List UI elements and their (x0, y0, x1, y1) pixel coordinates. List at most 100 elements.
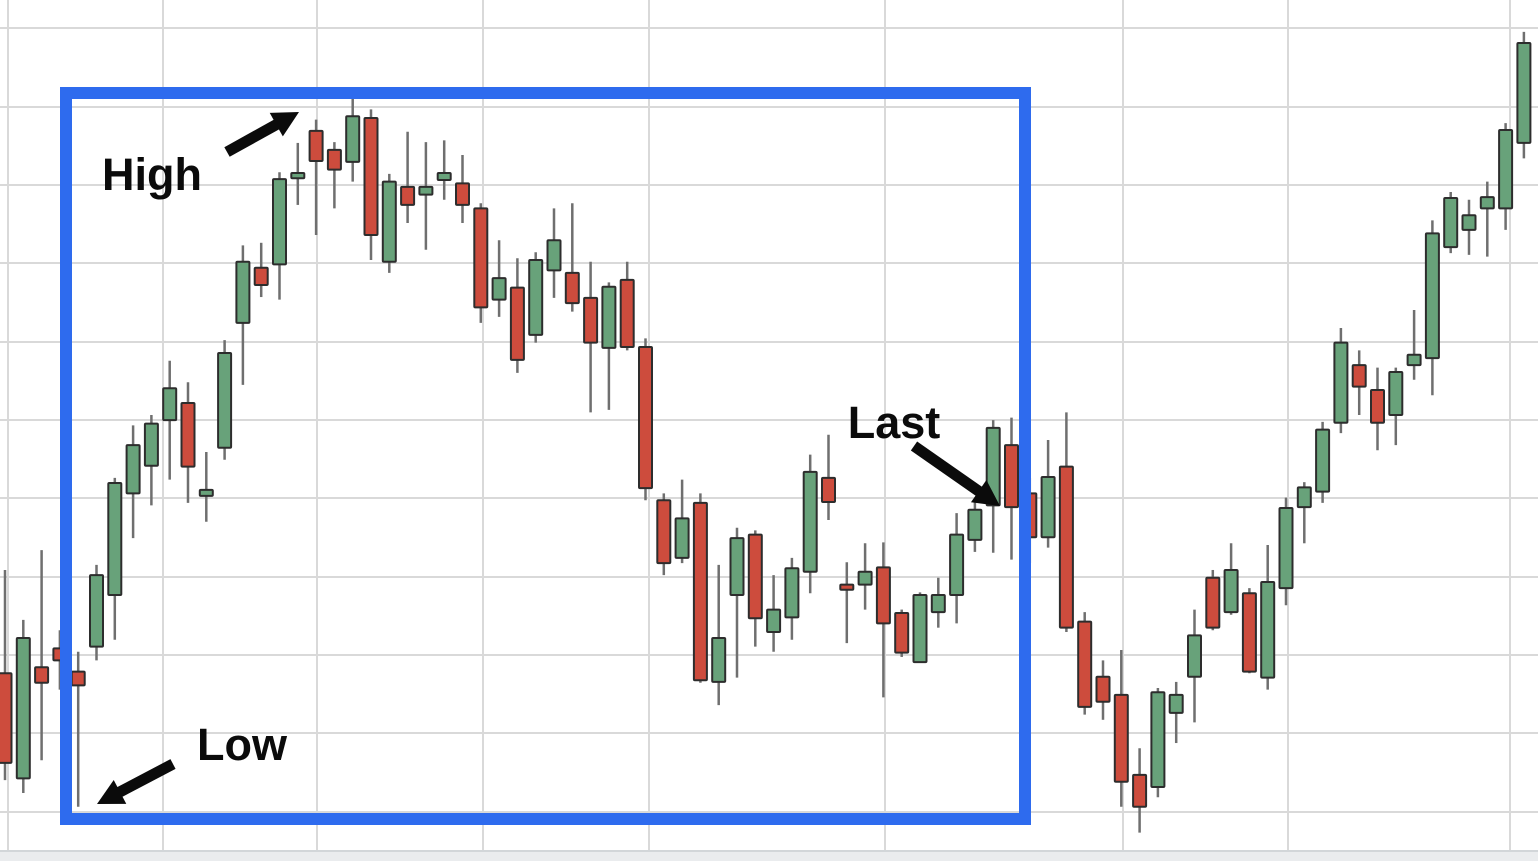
candle-body (381, 180, 397, 263)
high-arrow-shaft (224, 118, 282, 157)
last-arrow-head-icon (970, 480, 1000, 506)
candlestick (436, 140, 452, 200)
candlestick (857, 543, 873, 610)
candlestick (217, 340, 233, 460)
candlestick (1260, 545, 1276, 690)
candle-body (89, 574, 104, 648)
low-arrow-shaft (114, 759, 176, 799)
candle-body (1150, 691, 1166, 788)
candle-body (253, 266, 269, 286)
candlestick (34, 550, 50, 761)
candlestick (473, 203, 489, 323)
candlestick (509, 258, 525, 373)
candlestick (1516, 31, 1532, 159)
candle-body (1516, 42, 1532, 144)
candlestick (418, 142, 434, 250)
candlestick (1168, 681, 1184, 744)
candlestick (125, 425, 141, 539)
candle-body (857, 570, 873, 586)
candlestick (875, 542, 891, 698)
candlestick (1424, 220, 1440, 396)
candlestick (0, 569, 13, 781)
candlestick (491, 240, 507, 317)
candle-body (400, 185, 416, 206)
candle-body (326, 148, 342, 171)
candlestick (802, 454, 818, 594)
candlestick (381, 173, 397, 273)
candle-body (930, 593, 946, 614)
candlestick (619, 261, 635, 351)
candle-body (1479, 196, 1495, 210)
candle-body (564, 271, 580, 305)
candle-body (1004, 444, 1019, 509)
candle-body (272, 178, 287, 266)
candlestick (1040, 439, 1056, 548)
candle-body (1333, 341, 1349, 424)
candle-body (839, 583, 855, 591)
high-arrow-head-icon (269, 112, 299, 137)
candlestick (1461, 199, 1477, 255)
candle-body (674, 517, 690, 559)
highlight-box (60, 87, 1031, 825)
candlestick (180, 382, 196, 503)
last-annotation: Last (848, 397, 1000, 506)
candlestick (894, 609, 910, 657)
candle-body (766, 608, 782, 633)
candlestick (290, 142, 306, 205)
candle-body (125, 444, 141, 495)
last-arrow-shaft (910, 441, 985, 498)
candle-body (418, 185, 434, 196)
candlestick (930, 577, 946, 628)
candlestick (839, 562, 855, 644)
candle-body (473, 207, 489, 309)
candle-body (729, 537, 745, 596)
candlestick (253, 242, 269, 298)
candle-body (1095, 675, 1111, 703)
candlestick (729, 527, 745, 678)
candle-body (1168, 693, 1184, 714)
candle-body (1132, 773, 1148, 808)
candle-body (1058, 465, 1074, 629)
candlestick (272, 172, 287, 300)
candle-body (1278, 506, 1294, 590)
candle-body (747, 533, 763, 620)
candlestick (1406, 309, 1422, 380)
candlestick (107, 477, 123, 640)
candlestick (784, 557, 800, 640)
bottom-strip (0, 852, 1538, 861)
candlestick (89, 564, 104, 661)
candlestick (1095, 660, 1111, 720)
candle-body (528, 259, 544, 336)
candles-layer (0, 31, 1532, 833)
candle-body (34, 666, 50, 684)
candle-body (1424, 232, 1440, 360)
last-label: Last (848, 397, 941, 448)
candlestick (1077, 612, 1093, 715)
candle-body (217, 352, 233, 449)
candle-body (1388, 370, 1404, 417)
candle-body (875, 566, 891, 625)
candle-body (1351, 364, 1367, 388)
candlestick (1241, 588, 1257, 674)
candlestick (1443, 192, 1459, 254)
candlestick (912, 592, 928, 664)
candle-body (802, 470, 818, 573)
low-annotation: Low (97, 719, 288, 804)
candle-body (601, 285, 617, 349)
candle-body (692, 501, 708, 682)
candlestick (528, 252, 544, 343)
candle-body (1205, 576, 1221, 629)
candle-body (107, 482, 123, 596)
candlestick (692, 493, 708, 683)
candlestick (638, 338, 653, 501)
candlestick (601, 282, 617, 410)
candlestick (1223, 543, 1239, 615)
candlestick (235, 245, 251, 385)
candlestick (1113, 650, 1129, 807)
candlestick (455, 154, 470, 223)
candle-body (949, 533, 965, 596)
candle-body (1461, 214, 1477, 231)
